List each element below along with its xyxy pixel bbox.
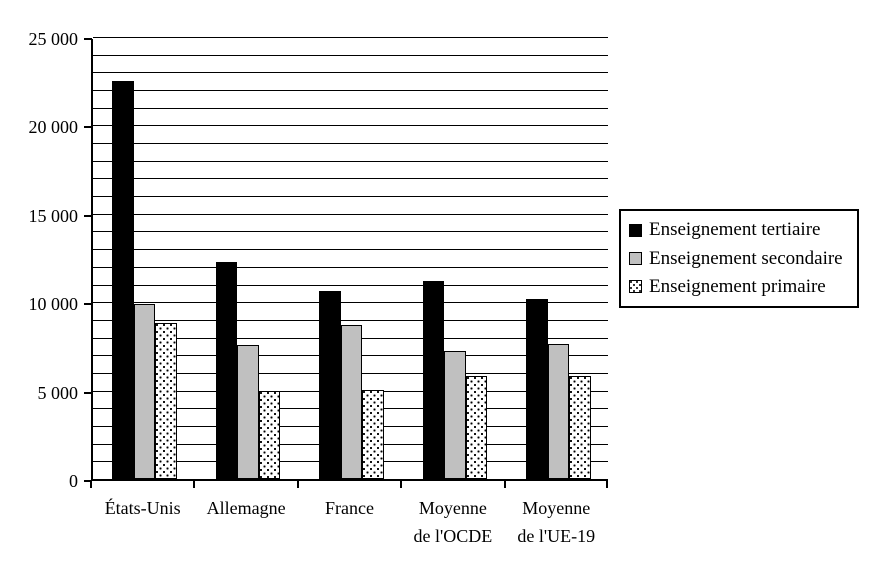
legend-box: Enseignement tertiaire Enseignement seco… <box>619 209 859 308</box>
legend-swatch-secondaire-icon <box>629 252 642 265</box>
y-axis-tick <box>84 391 92 394</box>
gridline <box>93 90 608 92</box>
legend-swatch-tertiaire-icon <box>629 223 642 237</box>
legend-row-tertiaire: Enseignement tertiaire <box>629 219 853 241</box>
x-axis-tick <box>606 480 608 488</box>
gridline <box>93 125 608 127</box>
y-axis-tick <box>84 214 92 217</box>
bar-secondaire <box>547 343 570 479</box>
gridline <box>93 302 608 304</box>
x-axis-tick <box>503 480 506 488</box>
legend-label-secondaire: Enseignement secondaire <box>649 247 843 269</box>
x-axis-category-label: Moyenne de l'OCDE <box>413 498 493 546</box>
gridline <box>93 178 608 180</box>
x-axis-tick <box>400 480 403 488</box>
bar-primaire <box>465 376 488 479</box>
y-axis-label: 0 <box>69 471 78 491</box>
bar-primaire <box>155 323 177 479</box>
y-axis-label: 10 000 <box>28 294 79 315</box>
y-axis-tick <box>84 480 92 482</box>
x-axis-category-label: Allemagne <box>206 498 286 518</box>
y-axis-tick <box>84 38 92 40</box>
x-axis-category-label: États-Unis <box>104 498 181 518</box>
bar-tertiaire <box>422 280 445 479</box>
legend-label-tertiaire: Enseignement tertiaire <box>649 219 821 241</box>
x-axis-tick <box>90 480 92 488</box>
bar-tertiaire <box>112 81 134 479</box>
bar-primaire <box>258 391 281 479</box>
gridline <box>93 196 608 198</box>
y-axis-label: 25 000 <box>28 29 79 49</box>
gridline <box>93 284 608 286</box>
legend-row-secondaire: Enseignement secondaire <box>629 248 853 270</box>
bar-secondaire <box>340 325 363 479</box>
bar-secondaire <box>444 350 466 479</box>
gridline <box>93 143 608 145</box>
bar-secondaire <box>133 303 156 479</box>
gridline <box>93 266 608 268</box>
gridline <box>93 160 608 162</box>
gridline <box>93 107 608 109</box>
legend-row-primaire: Enseignement primaire <box>629 276 853 298</box>
y-axis-label: 15 000 <box>28 205 79 226</box>
y-axis-tick <box>84 126 92 129</box>
x-axis-category-label: France <box>325 498 374 518</box>
x-axis-tick <box>296 480 299 488</box>
gridline <box>93 213 608 215</box>
gridline <box>93 231 608 233</box>
bar-tertiaire <box>319 290 341 479</box>
y-axis-label: 5 000 <box>37 382 79 403</box>
bar-secondaire <box>237 344 259 479</box>
legend-swatch-primaire-icon <box>629 280 642 294</box>
x-axis-tick <box>193 480 196 488</box>
gridline <box>93 54 608 56</box>
y-axis-tick <box>84 303 92 306</box>
bar-primaire <box>569 375 591 479</box>
bar-primaire <box>362 389 384 479</box>
legend-label-primaire: Enseignement primaire <box>649 275 826 297</box>
gridline <box>93 249 608 251</box>
gridline <box>93 37 608 38</box>
gridline <box>93 72 608 74</box>
x-axis-category-label: Moyenne de l'UE-19 <box>517 498 596 546</box>
bar-tertiaire <box>215 261 238 479</box>
gridline <box>93 319 608 321</box>
plot-area <box>91 37 608 481</box>
bar-tertiaire <box>526 298 548 479</box>
y-axis-label: 20 000 <box>28 117 79 138</box>
